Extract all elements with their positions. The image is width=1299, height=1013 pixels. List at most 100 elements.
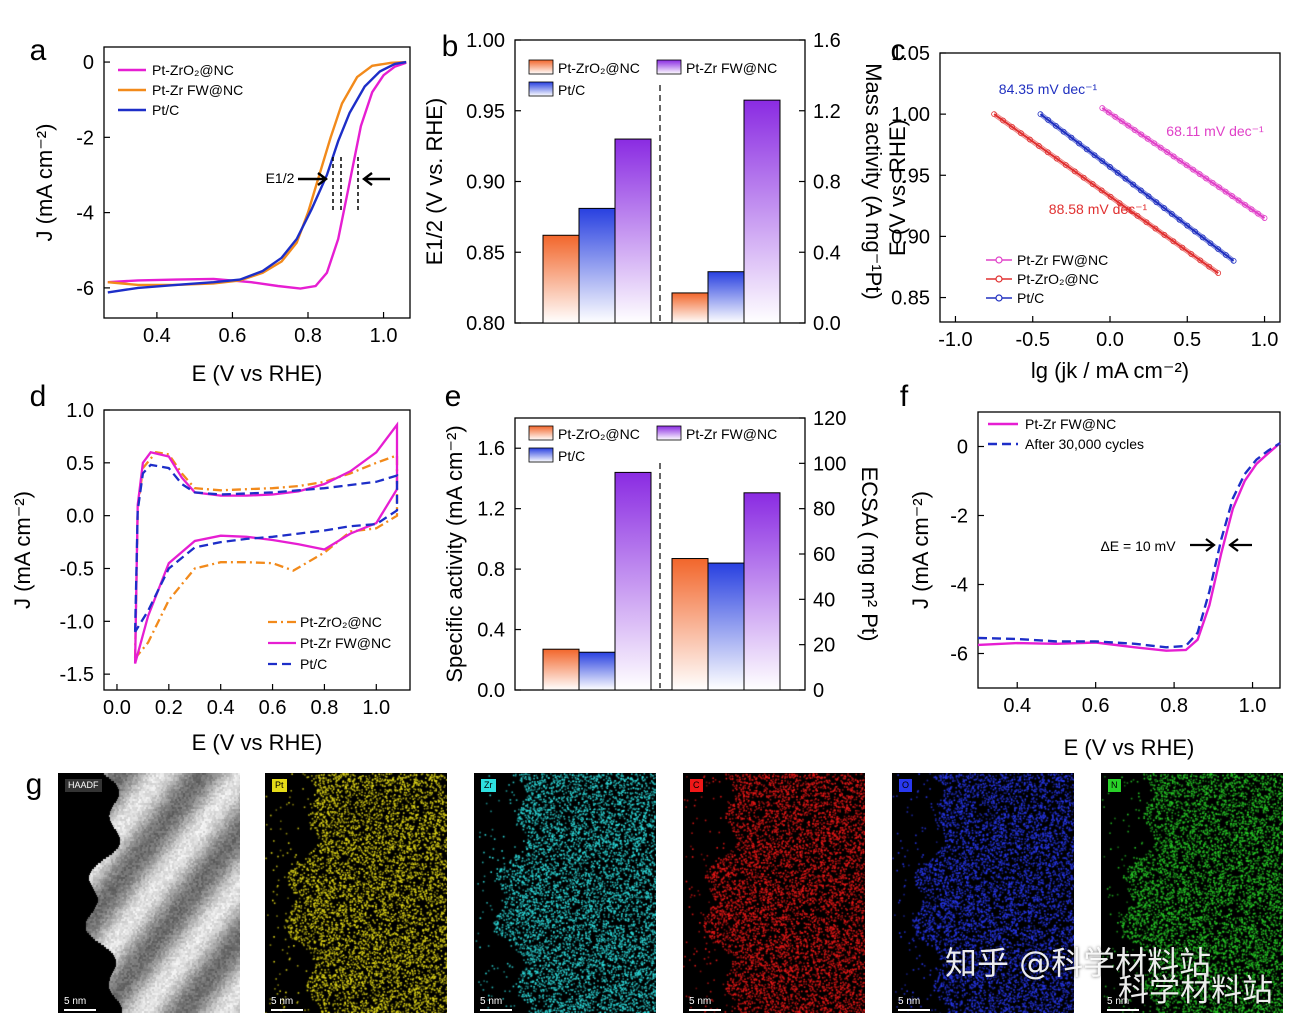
panel-e-ytick-label: 1.6 xyxy=(477,438,505,460)
panel-c-series-0-marker xyxy=(1242,201,1248,208)
panel-d-frame xyxy=(103,409,411,691)
panel-b-ytick-right-label: 0.8 xyxy=(813,172,841,194)
panel-c-series-0-marker xyxy=(1099,105,1106,111)
panel-label-c: c xyxy=(891,34,906,67)
panel-c-series-1-marker xyxy=(1098,187,1105,194)
panel-label-e: e xyxy=(445,380,462,413)
panel-c-series-2-marker xyxy=(1091,152,1098,159)
panel-c-series-1-marker xyxy=(1000,117,1006,124)
panel-c-series-0-marker xyxy=(1144,135,1151,142)
panel-e-bar-right-2 xyxy=(743,492,781,691)
panel-c-series-2-line xyxy=(1039,113,1235,262)
panel-a-ylabel: J (mA cm⁻²) xyxy=(32,124,57,242)
panel-e-bar-right-0 xyxy=(671,558,709,691)
panel-c-xlabel: lg (jk / mA cm⁻²) xyxy=(1031,358,1189,383)
panel-c-series-0-marker xyxy=(1177,157,1184,164)
map-image xyxy=(683,773,865,1013)
panel-c-series-2-marker xyxy=(1037,111,1044,118)
panel-d-ytick-label: 0.5 xyxy=(66,453,94,475)
panel-f-ytick-label: -2 xyxy=(950,506,968,528)
panel-a-legend-label: Pt-ZrO₂@NC xyxy=(152,62,234,78)
panel-c-series-1-marker xyxy=(1062,162,1069,168)
panel-c-series-1-marker xyxy=(1018,130,1024,137)
panel-d-ytick-label: -1.5 xyxy=(60,664,94,686)
panel-e-legend-label: Pt/C xyxy=(558,448,585,464)
map-zr: Zr 5 nm xyxy=(474,773,656,1013)
panel-c-xtick-label: -0.5 xyxy=(1015,329,1049,351)
panel-e-ytick-right-label: 60 xyxy=(813,544,835,566)
panel-d-ytick-label: -1.0 xyxy=(60,611,94,633)
panel-c-series-1-marker xyxy=(1080,174,1087,181)
panel-a-ytick-label: -4 xyxy=(76,203,94,225)
map-haadf: HAADF 5 nm xyxy=(58,773,240,1013)
panel-c-ytick-label: 0.85 xyxy=(891,288,930,310)
panel-c-series-1-marker xyxy=(1036,143,1042,149)
panel-c-legend-marker xyxy=(995,275,1003,283)
panel-f-ytick-label: 0 xyxy=(957,437,968,459)
panel-f-xtick-label: 0.4 xyxy=(1003,695,1031,717)
panel-b-ytick-label: 0.85 xyxy=(466,242,505,264)
map-tag: N xyxy=(1108,779,1121,792)
panel-f-legend-label: Pt-Zr FW@NC xyxy=(1025,416,1116,432)
panel-c-series-2-marker xyxy=(1130,181,1137,188)
panel-e-ytick-right-label: 120 xyxy=(813,408,846,430)
panel-c-series-2-marker xyxy=(1053,122,1059,129)
panel-a-series-2 xyxy=(107,60,407,294)
panel-f-ylabel: J (mA cm⁻²) xyxy=(908,491,933,609)
panel-c-series-2-marker xyxy=(1153,199,1160,206)
panel-b-bar-right-2 xyxy=(743,99,781,324)
panel-e-ylabel-left: Specific activity (mA cm⁻²) xyxy=(442,425,467,682)
panel-e-bar-right-1 xyxy=(707,562,745,691)
panel-c-ytick-label: 1.00 xyxy=(891,104,930,126)
panel-a-xtick-label: 1.0 xyxy=(370,325,398,347)
panel-b-bar-left-2 xyxy=(614,138,652,324)
panel-c-tafel-label-0: 68.11 mV dec⁻¹ xyxy=(1166,123,1264,139)
panel-c-series-0-marker xyxy=(1196,171,1203,177)
panel-c-series-1-line xyxy=(993,113,1219,274)
panel-e-legend-label: Pt-ZrO₂@NC xyxy=(558,426,640,442)
panel-c-series-2-marker xyxy=(1168,211,1175,217)
panel-f-arrow-left xyxy=(1190,538,1216,552)
panel-c-series-0-marker xyxy=(1125,122,1132,129)
panel-c-series-0-marker xyxy=(1151,140,1158,147)
panel-a-series-0 xyxy=(107,61,407,290)
panel-e-ylabel-right: ECSA ( mg m² Pt) xyxy=(857,467,882,642)
panel-a-frame xyxy=(103,46,411,319)
panel-a-legend-label: Pt/C xyxy=(152,102,179,118)
panel-d-ytick-label: 1.0 xyxy=(66,400,94,422)
panel-c-series-0-marker xyxy=(1131,127,1138,133)
panel-c-series-0-marker xyxy=(1112,113,1119,120)
panel-c-series-0-marker xyxy=(1248,206,1255,213)
panel-c-series-1-marker xyxy=(1197,257,1204,264)
panel-c-series-0-marker xyxy=(1157,144,1164,151)
panel-b-bar-right-1 xyxy=(707,271,745,324)
map-pt: Pt 5 nm xyxy=(265,773,447,1013)
panel-c-frame xyxy=(939,52,1281,323)
panel-c-series-2-marker xyxy=(1207,240,1214,247)
panel-c-legend-marker xyxy=(995,294,1003,302)
panel-c-series-0-marker xyxy=(1261,215,1268,221)
panel-c-series-0-marker xyxy=(1229,193,1235,199)
map-tag: Pt xyxy=(272,779,287,792)
panel-c-series-2-marker xyxy=(1192,228,1198,235)
panel-f-ytick-label: -4 xyxy=(950,575,968,597)
panel-e-ytick-label: 0.0 xyxy=(477,680,505,702)
panel-c-series-2-marker xyxy=(1083,146,1090,153)
panel-d-series-1 xyxy=(133,421,399,664)
panel-b-legend-swatch xyxy=(528,59,554,75)
panel-f-xtick-label: 0.8 xyxy=(1160,695,1188,717)
panel-b-ytick-label: 0.95 xyxy=(466,101,505,123)
panel-c-series-0-line xyxy=(1101,105,1265,217)
panel-c-xtick-label: 1.0 xyxy=(1251,329,1279,351)
panel-c-series-1-marker xyxy=(991,111,997,118)
panel-e-legend-swatch xyxy=(528,447,554,463)
panel-c-series-2-marker xyxy=(1230,257,1237,264)
panel-d-ylabel: J (mA cm⁻²) xyxy=(10,491,35,609)
panel-c-tafel-label-2: 84.35 mV dec⁻¹ xyxy=(999,81,1098,97)
panel-label-f: f xyxy=(900,380,909,413)
panel-a-xtick-label: 0.8 xyxy=(294,325,322,347)
map-scale-bar: 5 nm xyxy=(1107,996,1140,1011)
panel-c-series-0-marker xyxy=(1170,153,1177,160)
panel-c-legend-marker xyxy=(995,256,1003,264)
